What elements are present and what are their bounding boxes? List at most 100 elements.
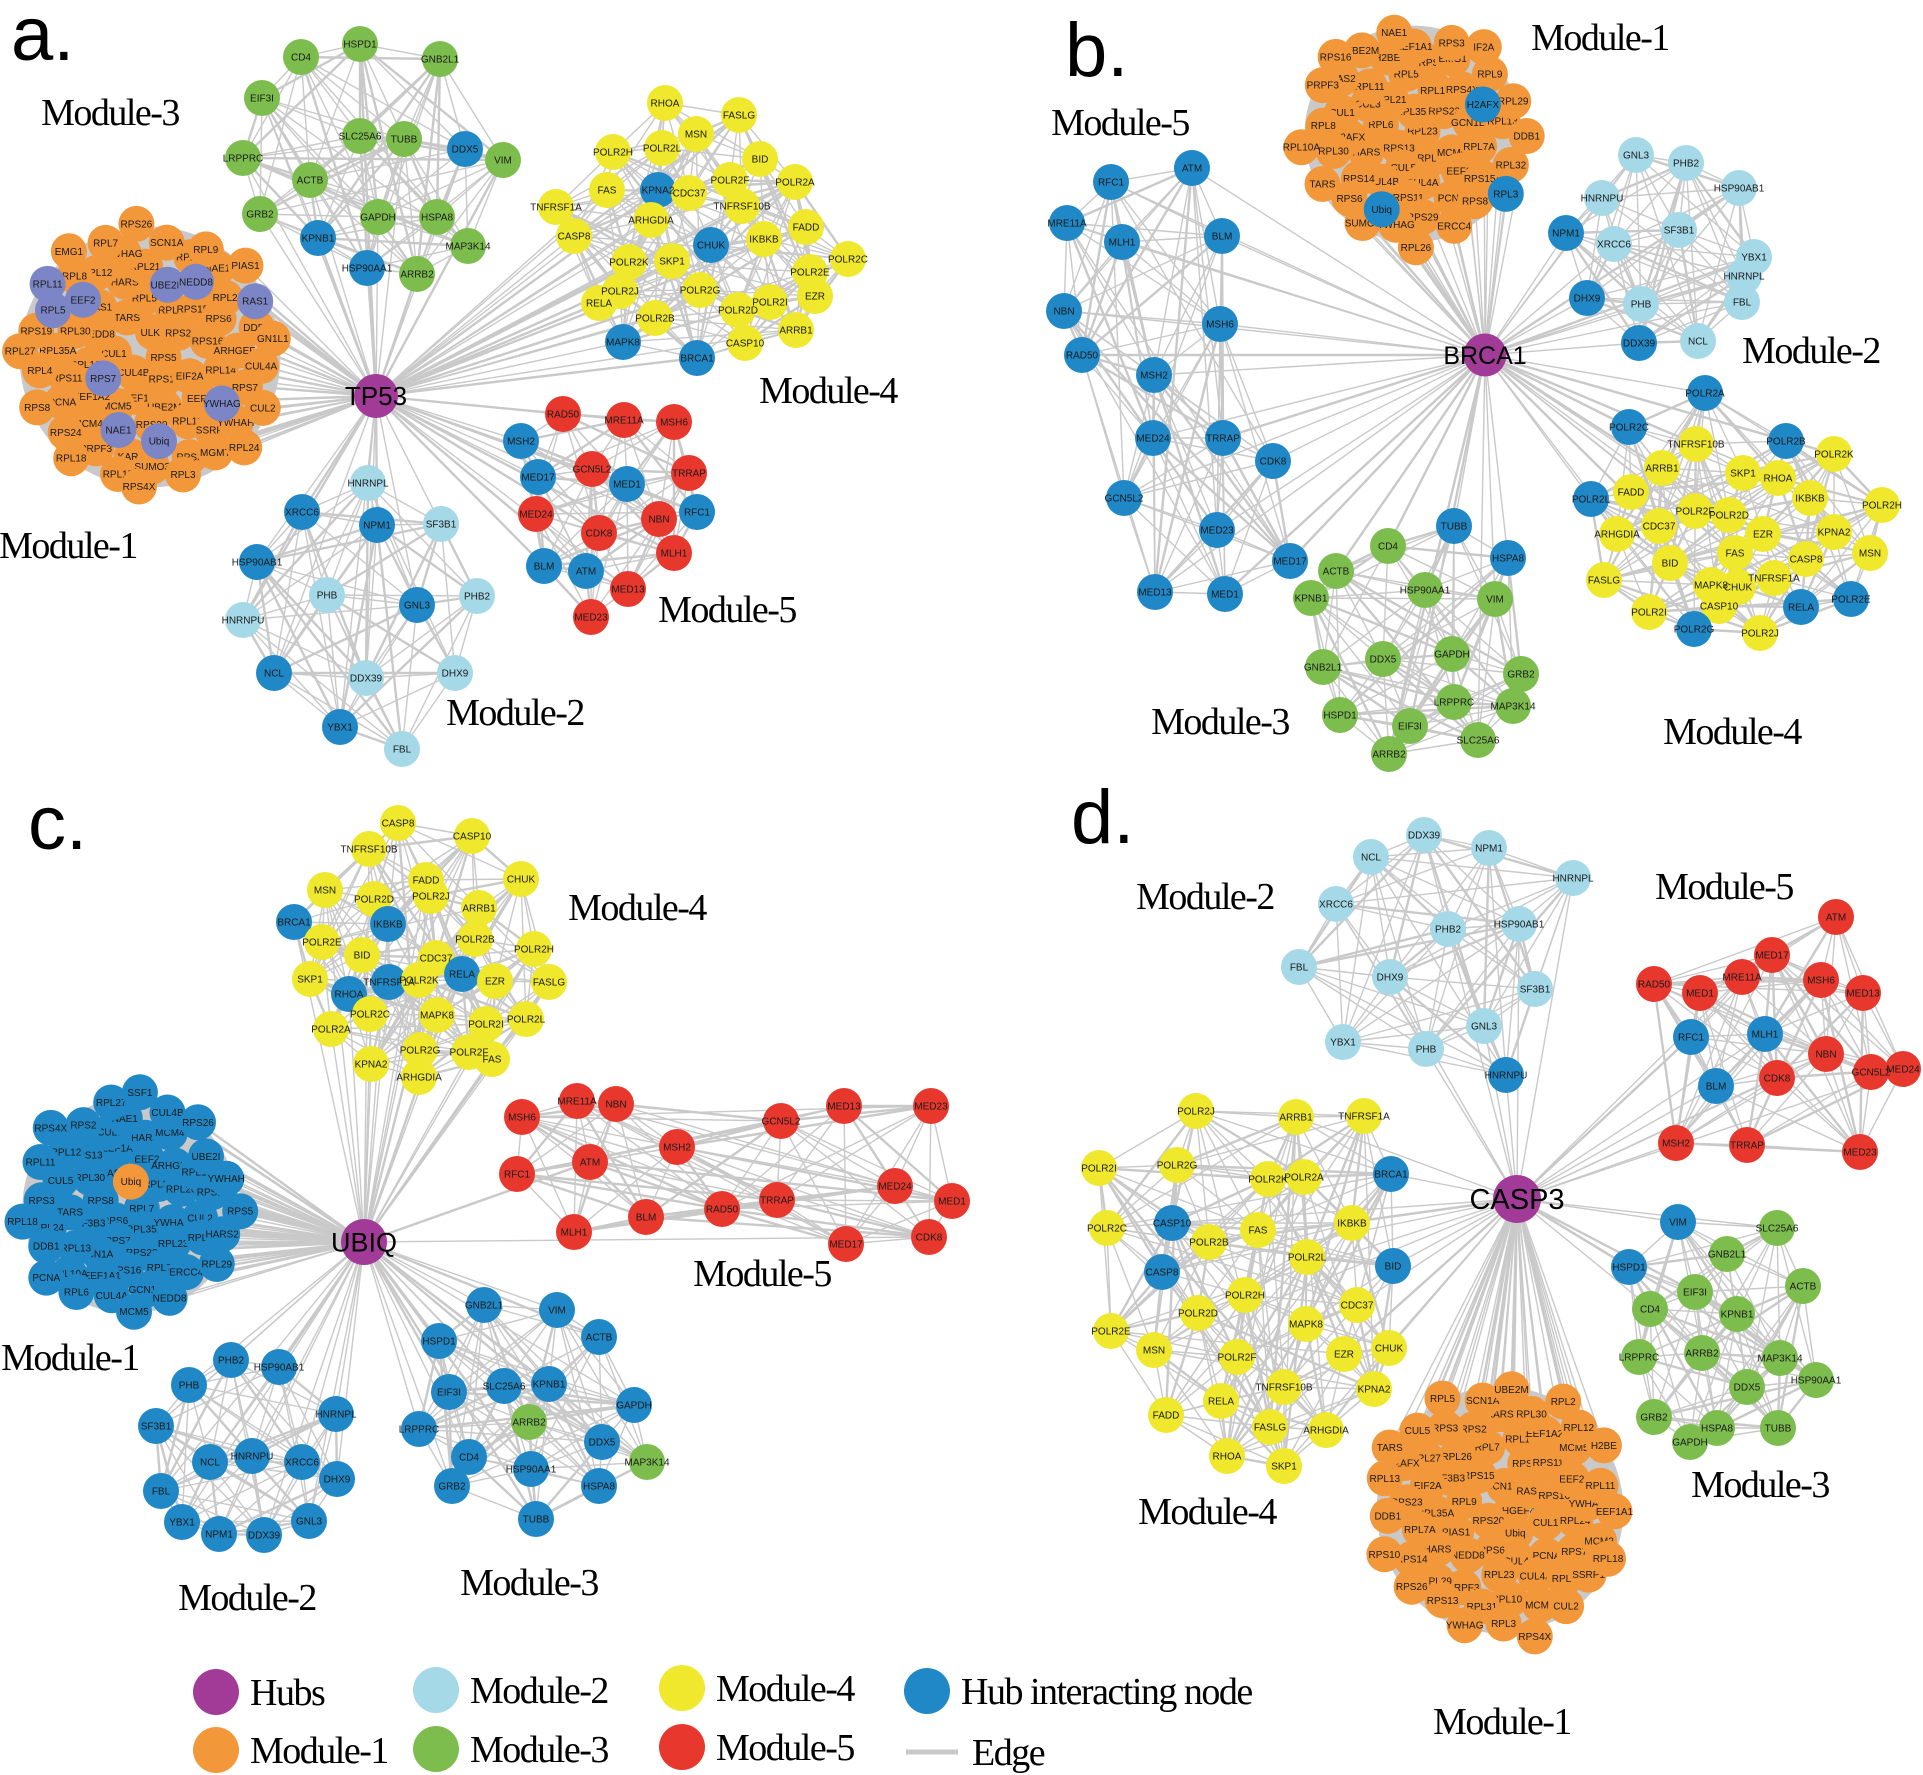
svg-text:POLR2L: POLR2L — [643, 144, 682, 155]
svg-text:CDC37: CDC37 — [673, 189, 706, 200]
svg-text:RPS2: RPS2 — [1419, 58, 1446, 69]
svg-text:MRE11A: MRE11A — [1047, 219, 1087, 230]
svg-text:FADD: FADD — [413, 876, 440, 887]
svg-text:IKBKB: IKBKB — [1795, 494, 1825, 505]
svg-text:PHB2: PHB2 — [1435, 925, 1462, 936]
svg-text:RFC1: RFC1 — [684, 508, 711, 519]
svg-text:BRCA1: BRCA1 — [680, 354, 714, 365]
svg-text:RPS29: RPS29 — [1407, 213, 1439, 224]
svg-text:CUL3: CUL3 — [97, 1127, 123, 1138]
svg-text:ATM: ATM — [1182, 164, 1202, 175]
svg-text:DHX9: DHX9 — [1574, 294, 1601, 305]
svg-text:RPL27: RPL27 — [1410, 1453, 1441, 1464]
svg-text:CUL2: CUL2 — [1553, 1602, 1579, 1613]
svg-text:Module-1: Module-1 — [250, 1730, 388, 1772]
svg-text:PCNA: PCNA — [32, 1273, 60, 1284]
svg-text:CASP10: CASP10 — [726, 339, 765, 350]
svg-text:POLR2B: POLR2B — [455, 935, 495, 946]
svg-text:CUL2: CUL2 — [250, 403, 276, 414]
svg-text:MED13: MED13 — [1138, 588, 1172, 599]
svg-text:GNB2L1: GNB2L1 — [1708, 1250, 1747, 1261]
svg-text:HARS: HARS — [1353, 148, 1381, 159]
svg-text:BLM: BLM — [636, 1213, 657, 1224]
svg-text:YWHAH: YWHAH — [217, 418, 254, 429]
svg-text:RPS8: RPS8 — [1462, 197, 1489, 208]
svg-text:VIM: VIM — [548, 1306, 566, 1317]
svg-text:YBX1: YBX1 — [327, 723, 353, 734]
svg-text:H2BE: H2BE — [1591, 1441, 1617, 1452]
svg-text:YBX1: YBX1 — [169, 1518, 195, 1529]
svg-text:NAE1: NAE1 — [112, 1114, 139, 1125]
svg-text:MED24: MED24 — [1136, 434, 1170, 445]
svg-text:RAS1: RAS1 — [86, 303, 113, 314]
svg-text:RPS8: RPS8 — [88, 1196, 115, 1207]
svg-text:SLC25A6: SLC25A6 — [1457, 736, 1500, 747]
svg-text:POLR2B: POLR2B — [1766, 437, 1806, 448]
svg-text:PHB: PHB — [1416, 1045, 1437, 1056]
svg-text:NBN: NBN — [605, 1100, 626, 1111]
svg-text:ATM: ATM — [580, 1158, 600, 1169]
svg-text:TNFRSF1A: TNFRSF1A — [530, 203, 582, 214]
svg-text:NAE1: NAE1 — [105, 426, 132, 437]
svg-text:MAPK8: MAPK8 — [420, 1011, 454, 1022]
svg-text:RPL7A: RPL7A — [1463, 142, 1495, 153]
svg-text:DDX5: DDX5 — [1734, 1383, 1761, 1394]
svg-text:RPS4X: RPS4X — [1518, 1632, 1551, 1643]
svg-text:CUL2: CUL2 — [187, 1213, 213, 1224]
svg-text:MED1: MED1 — [1686, 989, 1714, 1000]
svg-text:EZR: EZR — [485, 977, 505, 988]
svg-text:RPL27: RPL27 — [96, 1098, 127, 1109]
svg-text:RPL12: RPL12 — [82, 268, 113, 279]
svg-text:HSPA8: HSPA8 — [583, 1482, 615, 1493]
svg-text:RAS1: RAS1 — [242, 297, 269, 308]
svg-text:NBN: NBN — [1815, 1050, 1836, 1061]
svg-text:Module-4: Module-4 — [1663, 711, 1802, 753]
svg-text:RAD50: RAD50 — [1638, 980, 1671, 991]
svg-text:GNB2L1: GNB2L1 — [465, 1301, 504, 1312]
svg-text:HSP90AB1: HSP90AB1 — [1494, 920, 1545, 931]
svg-text:HSP90AA1: HSP90AA1 — [506, 1465, 557, 1476]
svg-text:LRPPRC: LRPPRC — [223, 154, 264, 165]
svg-text:KPNA2: KPNA2 — [1818, 528, 1851, 539]
svg-text:GAPDH: GAPDH — [1672, 1438, 1708, 1449]
svg-text:MAP3K14: MAP3K14 — [445, 242, 490, 253]
svg-text:RPS15A: RPS15A — [1464, 174, 1503, 185]
svg-text:RPL13: RPL13 — [1370, 1474, 1401, 1485]
svg-text:PCNA: PCNA — [1533, 1551, 1561, 1562]
svg-text:NEDD8: NEDD8 — [1451, 1551, 1485, 1562]
svg-text:RPS13: RPS13 — [71, 1151, 103, 1162]
svg-text:GRB2: GRB2 — [246, 210, 274, 221]
svg-text:RPL11: RPL11 — [33, 279, 63, 290]
svg-text:HARS: HARS — [131, 1133, 159, 1144]
svg-text:RPS2: RPS2 — [70, 1121, 97, 1132]
svg-text:RPL8: RPL8 — [1311, 121, 1336, 132]
svg-text:CDC37: CDC37 — [1341, 1301, 1374, 1312]
svg-text:YWHAG: YWHAG — [1446, 1621, 1484, 1632]
svg-text:NCL: NCL — [200, 1458, 220, 1469]
svg-text:TNFRSF1A: TNFRSF1A — [363, 978, 415, 989]
svg-text:POLR2B: POLR2B — [635, 314, 675, 325]
svg-text:BID: BID — [1662, 559, 1679, 570]
svg-text:HNRNPL: HNRNPL — [315, 1410, 357, 1421]
svg-text:POLR2I: POLR2I — [752, 298, 788, 309]
svg-text:POLR2K: POLR2K — [399, 976, 439, 987]
svg-text:POLR2C: POLR2C — [1087, 1224, 1127, 1235]
svg-text:POLR2H: POLR2H — [514, 945, 554, 956]
svg-text:HSPD1: HSPD1 — [1612, 1263, 1646, 1274]
svg-text:RPS14: RPS14 — [1396, 1554, 1428, 1565]
svg-text:RPL14: RPL14 — [182, 1168, 213, 1179]
svg-text:c.: c. — [28, 781, 87, 866]
svg-text:VIM: VIM — [1486, 595, 1504, 606]
svg-text:RPL10A: RPL10A — [70, 360, 108, 371]
svg-text:RHOA: RHOA — [651, 99, 680, 110]
svg-text:YBX1: YBX1 — [1741, 253, 1767, 264]
svg-text:HSP90AA1: HSP90AA1 — [1400, 586, 1451, 597]
svg-text:H2AFX: H2AFX — [1467, 100, 1500, 111]
svg-text:MAPK8: MAPK8 — [1289, 1320, 1323, 1331]
svg-text:POLR2K: POLR2K — [1248, 1175, 1288, 1186]
svg-text:RPS3: RPS3 — [1432, 1424, 1459, 1435]
svg-text:POLR2H: POLR2H — [593, 148, 633, 159]
svg-text:RPS4X: RPS4X — [123, 482, 156, 493]
svg-text:RPL30: RPL30 — [60, 326, 91, 337]
svg-text:POLR2J: POLR2J — [1741, 629, 1779, 640]
